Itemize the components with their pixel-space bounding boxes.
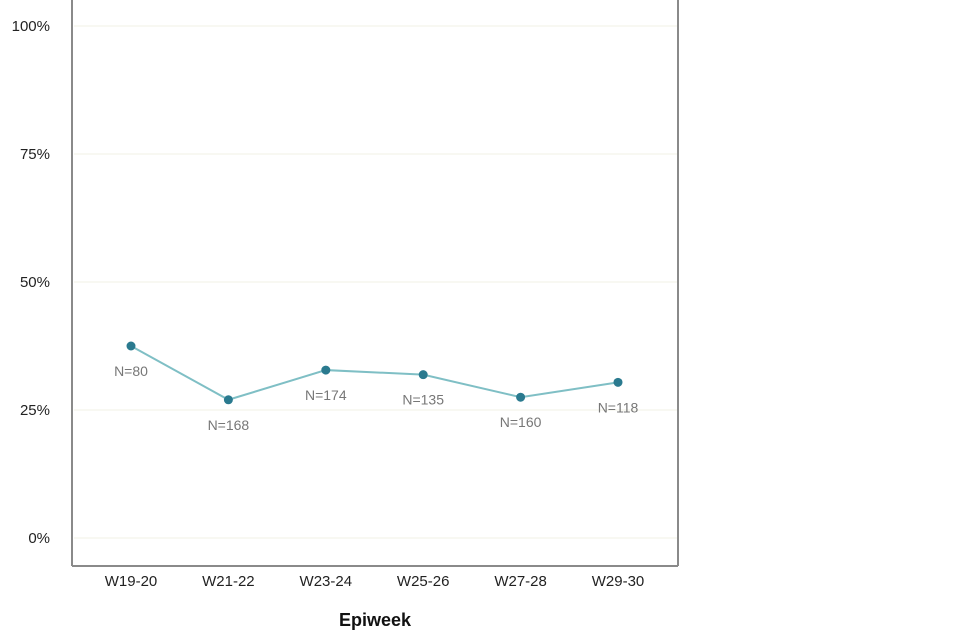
- x-axis-tick-labels: W19-20 W21-22 W23-24 W25-26 W27-28 W29-30: [105, 573, 645, 590]
- x-tick-label: W29-30: [592, 573, 645, 590]
- data-label: N=174: [305, 387, 347, 403]
- data-point: [516, 392, 526, 402]
- y-tick-label: 25%: [20, 402, 50, 419]
- data-point: [223, 395, 233, 405]
- series-layer: N=80 N=168 N=174 N=135 N=160 N=118: [114, 341, 639, 433]
- axes: [71, 0, 679, 567]
- data-label: N=80: [114, 363, 148, 379]
- x-axis-title: Epiweek: [339, 610, 412, 630]
- x-tick-label: W21-22: [202, 573, 255, 590]
- gridlines: [74, 25, 678, 539]
- data-point: [321, 365, 331, 375]
- y-tick-label: 50%: [20, 274, 50, 291]
- x-tick-label: W25-26: [397, 573, 450, 590]
- x-tick-label: W19-20: [105, 573, 158, 590]
- y-tick-label: 75%: [20, 146, 50, 163]
- data-label: N=118: [598, 399, 639, 415]
- data-label: N=168: [208, 417, 250, 433]
- x-tick-label: W27-28: [494, 573, 547, 590]
- data-point: [126, 341, 136, 351]
- y-axis-tick-labels: 0% 25% 50% 75% 100%: [12, 18, 50, 547]
- data-label: N=135: [402, 392, 444, 408]
- data-label: N=160: [500, 414, 542, 430]
- y-tick-label: 100%: [12, 18, 50, 35]
- data-point: [418, 370, 428, 380]
- data-point: [613, 377, 623, 387]
- series-line: [130, 345, 619, 401]
- y-tick-label: 0%: [28, 530, 50, 547]
- x-tick-label: W23-24: [300, 573, 353, 590]
